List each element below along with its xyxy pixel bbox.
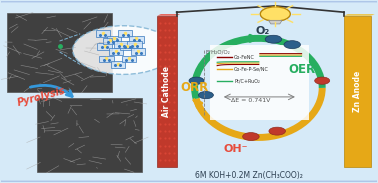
FancyBboxPatch shape <box>111 61 125 68</box>
FancyBboxPatch shape <box>99 56 113 62</box>
Text: ORR: ORR <box>181 81 209 94</box>
Text: Pyrolysis: Pyrolysis <box>16 85 67 108</box>
FancyBboxPatch shape <box>210 45 309 120</box>
FancyBboxPatch shape <box>127 41 142 48</box>
Text: ΔE = 0.741V: ΔE = 0.741V <box>231 98 271 103</box>
Text: Zn Anode: Zn Anode <box>353 71 362 112</box>
Polygon shape <box>344 14 375 16</box>
FancyBboxPatch shape <box>98 43 112 50</box>
Text: OER: OER <box>288 63 315 76</box>
Text: E°H₂O/O₂: E°H₂O/O₂ <box>206 50 231 55</box>
Circle shape <box>73 26 174 74</box>
Text: 6M KOH+0.2M Zn(CH₃COO)₂: 6M KOH+0.2M Zn(CH₃COO)₂ <box>195 171 303 180</box>
Circle shape <box>265 35 282 43</box>
Text: Air Cathode: Air Cathode <box>163 66 171 117</box>
Circle shape <box>198 92 214 99</box>
Circle shape <box>315 77 330 84</box>
FancyBboxPatch shape <box>7 13 112 92</box>
FancyBboxPatch shape <box>37 98 142 172</box>
FancyBboxPatch shape <box>96 30 110 37</box>
Circle shape <box>189 77 204 84</box>
Circle shape <box>269 127 285 135</box>
FancyBboxPatch shape <box>122 56 136 62</box>
FancyBboxPatch shape <box>129 36 144 43</box>
Text: Co-FeNC: Co-FeNC <box>234 55 255 60</box>
FancyBboxPatch shape <box>107 36 121 43</box>
FancyBboxPatch shape <box>344 16 371 167</box>
FancyBboxPatch shape <box>109 48 123 55</box>
Circle shape <box>284 41 301 49</box>
Polygon shape <box>157 14 180 16</box>
Text: OH⁻: OH⁻ <box>224 144 248 154</box>
Text: Co-Fe-P-Se/NC: Co-Fe-P-Se/NC <box>234 66 269 72</box>
FancyBboxPatch shape <box>157 16 177 167</box>
FancyBboxPatch shape <box>118 30 132 37</box>
Text: Pt/C+RuO₂: Pt/C+RuO₂ <box>234 78 260 83</box>
Text: O₂: O₂ <box>255 26 269 36</box>
FancyBboxPatch shape <box>131 48 146 55</box>
Circle shape <box>260 7 290 21</box>
FancyBboxPatch shape <box>114 41 129 48</box>
Polygon shape <box>268 20 282 24</box>
Circle shape <box>243 133 259 141</box>
FancyBboxPatch shape <box>120 43 134 50</box>
FancyBboxPatch shape <box>103 38 117 44</box>
